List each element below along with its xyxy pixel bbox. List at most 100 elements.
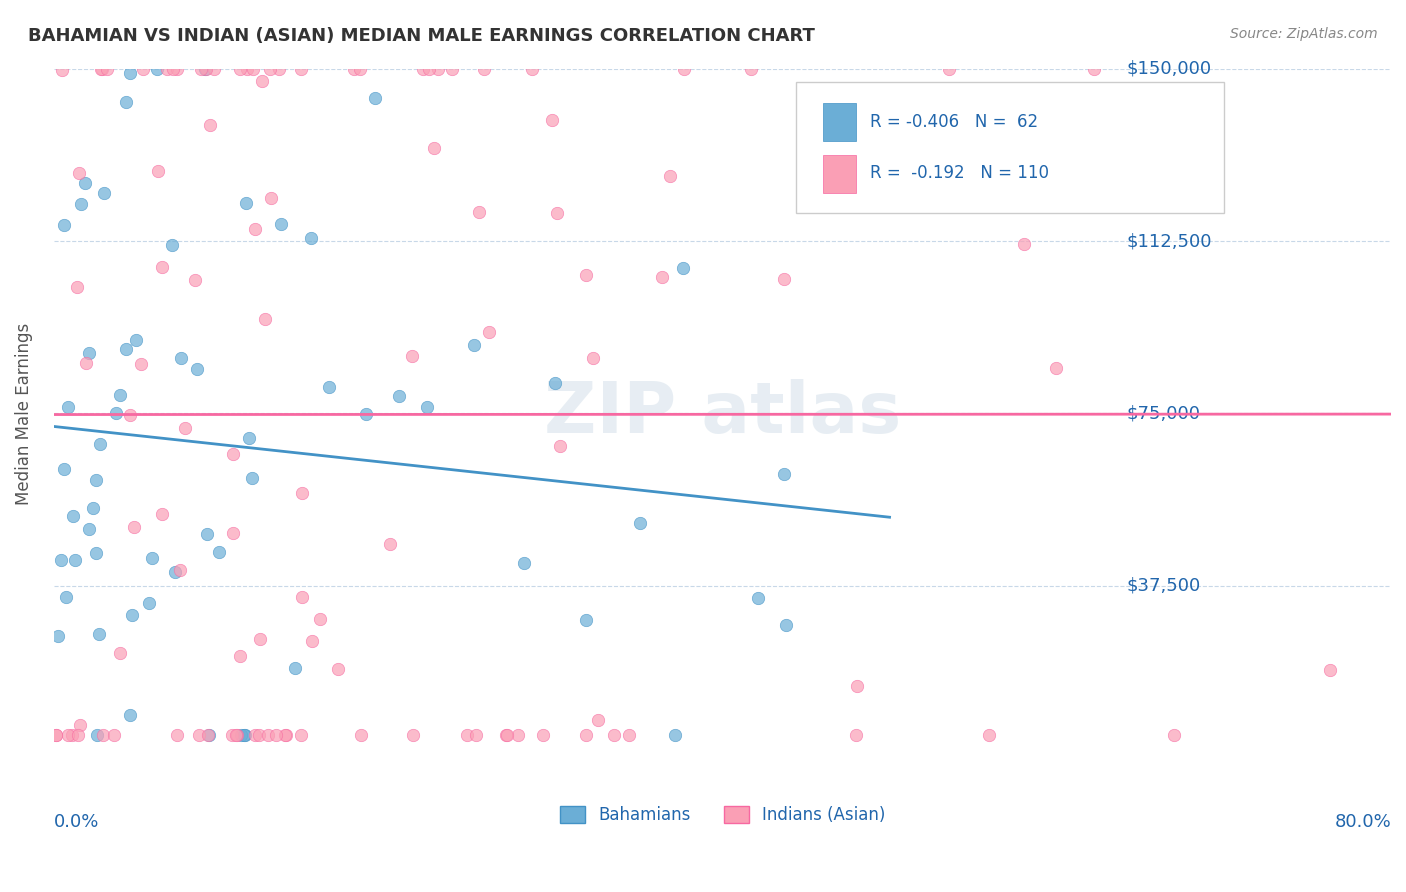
Point [56, 728, 79, 742]
Point [169, 563, 191, 577]
Point [651, 269, 673, 284]
Point [221, 728, 243, 742]
Point [253, 312, 276, 326]
Point [1045, 360, 1067, 375]
Point [242, 62, 264, 76]
Point [188, 728, 211, 742]
Point [548, 439, 571, 453]
Point [740, 62, 762, 76]
Point [120, 408, 142, 422]
Point [170, 351, 193, 366]
Point [1163, 728, 1185, 742]
Text: $150,000: $150,000 [1126, 60, 1212, 78]
Point [166, 62, 188, 76]
Point [150, 507, 173, 521]
Point [131, 357, 153, 371]
Point [108, 388, 131, 402]
Point [156, 62, 179, 76]
Point [388, 388, 411, 402]
Point [245, 728, 267, 742]
Point [66, 728, 89, 742]
Point [235, 62, 257, 76]
Point [208, 545, 231, 559]
Point [225, 728, 247, 742]
Point [513, 556, 536, 570]
Point [195, 527, 218, 541]
Point [979, 728, 1001, 742]
Point [658, 169, 681, 183]
Point [290, 590, 312, 604]
Point [52, 218, 75, 232]
Point [84, 474, 107, 488]
Point [62, 508, 84, 523]
Point [256, 728, 278, 742]
Point [603, 728, 626, 742]
Point [69, 717, 91, 731]
Point [90, 62, 112, 76]
Point [228, 649, 250, 664]
Point [299, 231, 322, 245]
Point [326, 662, 349, 676]
Point [291, 486, 314, 500]
Point [747, 591, 769, 605]
Point [75, 356, 97, 370]
Point [401, 349, 423, 363]
Point [938, 62, 960, 76]
Point [183, 273, 205, 287]
Point [91, 728, 114, 742]
Point [575, 728, 598, 742]
Point [174, 421, 197, 435]
Point [238, 431, 260, 445]
Point [190, 62, 212, 76]
Point [575, 613, 598, 627]
Text: $112,500: $112,500 [1126, 232, 1212, 250]
Point [75, 176, 97, 190]
Point [90, 62, 112, 76]
Text: R = -0.406   N =  62: R = -0.406 N = 62 [869, 113, 1038, 131]
Text: ZIP atlas: ZIP atlas [544, 379, 901, 448]
Point [845, 728, 868, 742]
Point [284, 661, 307, 675]
Text: BAHAMIAN VS INDIAN (ASIAN) MEDIAN MALE EARNINGS CORRELATION CHART: BAHAMIAN VS INDIAN (ASIAN) MEDIAN MALE E… [28, 27, 815, 45]
Point [194, 62, 217, 76]
Point [148, 164, 170, 178]
Point [93, 186, 115, 201]
Point [103, 728, 125, 742]
Point [575, 268, 598, 282]
Point [520, 62, 543, 76]
Point [222, 447, 245, 461]
Point [122, 520, 145, 534]
Point [260, 191, 283, 205]
Point [86, 728, 108, 742]
Point [52, 462, 75, 476]
Point [290, 728, 312, 742]
Point [70, 197, 93, 211]
Point [121, 607, 143, 622]
Point [84, 546, 107, 560]
Point [49, 553, 72, 567]
Point [233, 728, 256, 742]
Point [138, 596, 160, 610]
Point [772, 467, 794, 482]
Point [247, 728, 270, 742]
Point [264, 728, 287, 742]
Point [426, 62, 449, 76]
Point [222, 525, 245, 540]
Point [259, 62, 281, 76]
Point [495, 728, 517, 742]
Point [349, 728, 371, 742]
FancyBboxPatch shape [796, 82, 1223, 213]
Point [198, 118, 221, 132]
Point [195, 62, 218, 76]
Point [51, 63, 73, 78]
Point [118, 65, 141, 79]
Text: 0.0%: 0.0% [53, 814, 100, 831]
Text: Source: ZipAtlas.com: Source: ZipAtlas.com [1230, 27, 1378, 41]
Point [628, 516, 651, 530]
Point [349, 62, 371, 76]
Point [243, 222, 266, 236]
Point [775, 618, 797, 632]
Point [60, 728, 83, 742]
Point [546, 206, 568, 220]
Point [96, 62, 118, 76]
